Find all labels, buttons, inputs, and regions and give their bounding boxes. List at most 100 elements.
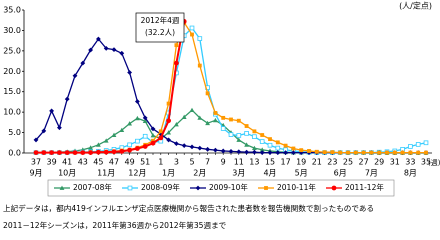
marker [158,135,164,141]
marker [181,114,187,119]
marker [96,36,101,42]
marker [330,150,335,155]
x-tick-label: 13 [249,158,259,167]
x-tick-label: 27 [359,158,369,167]
marker [423,140,429,146]
annotation-box [135,12,185,43]
x-tick-label: 9 [221,158,226,167]
marker [220,148,226,154]
marker [33,137,39,143]
x-tick-label: 15 [265,158,275,167]
marker [174,122,179,127]
legend-label: 2009-10年 [209,182,248,192]
marker [259,139,265,144]
marker [57,125,62,131]
marker [267,150,273,155]
marker [307,149,311,153]
marker [205,91,210,96]
marker [150,126,156,132]
marker [244,149,249,155]
x-tick-label: 45 [93,158,103,167]
x-tick-label: 47 [109,158,119,167]
marker [244,124,249,128]
marker [119,148,125,154]
marker [244,142,249,147]
legend-label: 2007-08年 [73,182,112,192]
marker [244,131,249,136]
x-tick-label: 11 [234,158,244,167]
marker [166,101,171,106]
marker [400,150,405,155]
month-label: 9月 [29,169,42,178]
marker [361,150,366,155]
marker [111,149,117,155]
month-label: 2月 [193,169,206,178]
marker [127,185,133,191]
marker [190,32,194,37]
annotation-text: 2012年4週 [141,15,180,25]
marker [127,121,132,126]
marker [275,140,280,145]
month-label: 5月 [295,169,308,178]
x-tick-label: 31 [390,158,400,167]
marker [80,60,86,66]
x-tick-label: 37 [31,158,41,167]
marker [283,150,288,155]
marker [197,115,203,120]
marker [57,150,62,155]
marker [119,127,125,133]
y-tick-label: 25.0 [3,46,21,55]
marker [96,142,101,147]
marker [174,60,179,66]
legend-box [47,179,395,197]
marker [252,129,257,134]
month-label: 4月 [263,169,276,178]
marker [111,132,117,137]
marker [72,73,78,79]
x-tick-label: 41 [62,158,72,167]
x-tick-label: 29 [374,158,384,167]
marker [127,70,132,75]
marker [392,150,397,155]
x-tick-label: 51 [140,158,150,167]
x-tick-label: 7 [205,158,210,167]
marker [416,150,421,155]
marker [142,115,148,121]
marker [236,149,242,155]
month-label: 11月 [97,169,115,178]
x-tick-label: 25 [343,158,353,167]
month-label: 8月 [404,169,417,178]
marker [189,25,195,31]
chart: (人/定点) (週) 上記データは，都内419インフルエンザ定点医療機関から報告… [3,1,440,231]
marker [268,137,272,142]
marker [236,137,242,142]
marker [213,117,218,123]
y-tick-label: 15.0 [3,87,21,96]
x-tick-label: 5 [189,158,194,167]
legend-label: 2008-09年 [141,182,180,192]
marker [174,141,179,147]
marker [252,149,257,155]
marker [59,185,65,190]
marker [229,117,233,122]
month-label: 12月 [128,169,146,178]
x-tick-label: 35 [421,158,431,167]
marker [338,150,343,155]
marker [64,96,70,102]
marker [385,150,389,155]
x-axis-label: (週) [428,158,440,167]
x-tick-label: 43 [78,158,88,167]
marker [127,147,132,153]
y-tick-label: 0.0 [8,149,21,158]
marker [88,47,93,53]
marker [64,150,70,155]
marker [314,149,319,154]
marker [424,150,428,155]
marker [260,133,265,137]
marker [252,145,257,151]
marker [264,186,268,190]
marker [205,120,210,126]
marker [267,142,273,148]
y-tick-label: 35.0 [3,6,21,15]
marker [49,150,54,155]
